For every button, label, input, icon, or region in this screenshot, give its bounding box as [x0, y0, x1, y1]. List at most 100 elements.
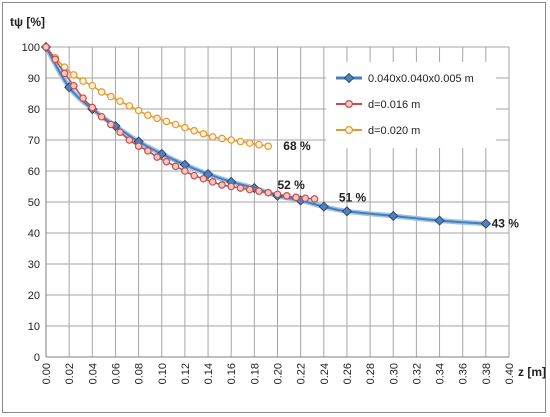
data-point — [97, 88, 106, 96]
data-point — [227, 182, 236, 191]
data-point — [434, 215, 445, 226]
x-tick-label: 0.16 — [226, 363, 238, 384]
data-point — [181, 123, 189, 132]
x-axis-title: z [m] — [518, 365, 546, 379]
data-point — [125, 102, 134, 110]
data-point — [218, 181, 226, 189]
y-tick-label: 70 — [28, 135, 40, 147]
data-point — [208, 178, 217, 186]
x-tick-label: 0.26 — [342, 363, 354, 384]
data-point — [162, 157, 171, 166]
data-point — [480, 218, 491, 229]
data-point — [88, 81, 97, 90]
legend-item: d=0.016 m — [336, 99, 420, 111]
data-point — [218, 134, 226, 143]
data-point — [255, 187, 263, 195]
data-point — [153, 153, 161, 161]
data-point — [190, 126, 198, 135]
legend-marker — [343, 72, 355, 84]
data-point — [341, 206, 353, 217]
x-tick-label: 0.08 — [134, 363, 146, 384]
series-line — [45, 46, 315, 200]
x-tick-label: 0.34 — [435, 363, 447, 384]
x-tick-label: 0.20 — [273, 363, 285, 384]
data-point — [88, 103, 97, 112]
data-point — [69, 81, 78, 90]
x-tick-label: 0.24 — [319, 363, 331, 384]
x-tick-label: 0.02 — [64, 363, 76, 384]
y-tick-label: 50 — [28, 197, 40, 209]
data-point — [310, 195, 319, 203]
data-point — [282, 192, 291, 200]
data-point — [97, 112, 106, 121]
legend-label: d=0.016 m — [368, 99, 420, 111]
x-tick-label: 0.22 — [296, 363, 308, 384]
data-point — [245, 139, 254, 147]
data-point — [69, 71, 78, 79]
x-tick-label: 0.36 — [458, 363, 470, 384]
legend-item: 0.040x0.040x0.005 m — [336, 72, 474, 85]
y-tick-label: 60 — [28, 166, 40, 178]
y-tick-label: 80 — [28, 104, 40, 116]
series-1 — [42, 43, 319, 203]
data-point — [227, 136, 236, 144]
y-tick-label: 20 — [28, 290, 40, 302]
x-tick-label: 0.32 — [411, 363, 423, 384]
x-tick-label: 0.40 — [504, 363, 516, 384]
y-tick-label: 0 — [34, 352, 40, 364]
data-point — [134, 142, 143, 151]
x-tick-label: 0.18 — [249, 363, 261, 384]
x-tick-label: 0.38 — [481, 363, 493, 384]
data-point — [51, 55, 60, 64]
data-point — [42, 43, 50, 51]
data-point — [171, 162, 180, 171]
data-point — [318, 201, 329, 212]
series-0 — [40, 41, 491, 229]
data-point — [162, 117, 171, 126]
data-point — [144, 111, 152, 120]
data-point — [134, 106, 143, 115]
data-label: 68 % — [283, 139, 311, 153]
y-tick-label: 30 — [28, 259, 40, 271]
data-point — [181, 167, 189, 175]
data-point — [153, 114, 161, 123]
x-tick-label: 0.06 — [110, 363, 122, 384]
x-tick-label: 0.00 — [41, 363, 53, 384]
data-point — [144, 147, 152, 155]
data-point — [301, 194, 310, 203]
data-label: 51 % — [339, 190, 367, 204]
data-point — [190, 171, 198, 180]
x-tick-label: 0.30 — [388, 363, 400, 384]
data-point — [236, 137, 245, 146]
data-point — [107, 120, 115, 129]
data-point — [208, 133, 217, 141]
x-tick-label: 0.28 — [365, 363, 377, 384]
x-tick-labels: 0.00 0.02 0.04 0.06 0.08 0.10 0.12 0.14 0.16 0.18… — [41, 363, 516, 384]
data-point — [107, 92, 115, 101]
data-point — [264, 188, 273, 197]
legend-marker — [345, 125, 354, 134]
data-point — [264, 142, 273, 151]
series-layer — [40, 41, 491, 229]
legend: 0.040x0.040x0.005 m d=0.016 m d=0.020 m — [326, 62, 496, 148]
x-tick-label: 0.12 — [180, 363, 192, 384]
x-tick-label: 0.14 — [203, 363, 215, 384]
data-label: 43 % — [492, 217, 520, 231]
data-point — [292, 193, 300, 202]
x-tick-label: 0.10 — [157, 363, 169, 384]
data-point — [79, 94, 87, 102]
y-tick-labels: 0 10 20 30 40 50 60 70 80 90 100 — [22, 42, 40, 364]
y-tick-label: 40 — [28, 228, 40, 240]
data-point — [199, 130, 208, 138]
data-point — [388, 210, 399, 222]
legend-label: d=0.020 m — [368, 125, 420, 137]
data-point — [116, 128, 124, 137]
legend-label: 0.040x0.040x0.005 m — [368, 73, 474, 85]
data-point — [273, 190, 282, 199]
data-point — [171, 120, 180, 129]
axes — [45, 47, 509, 358]
x-tick-label: 0.04 — [87, 363, 99, 384]
data-point — [199, 174, 208, 183]
data-point — [116, 97, 124, 106]
